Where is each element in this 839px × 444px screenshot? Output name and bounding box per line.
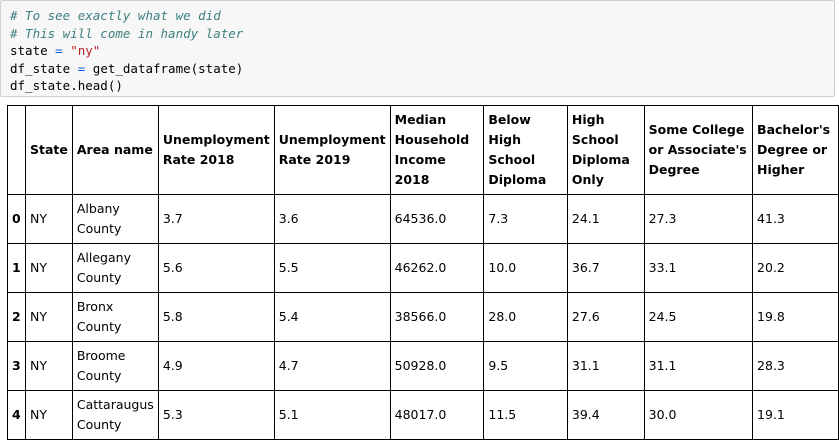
cell-high-school-only: 36.7 [566,243,645,293]
code-comment: # This will come in handy later [10,25,244,41]
cell-median-income: 46262.0 [389,243,485,293]
table-row: 3 NY Broome County 4.9 4.7 50928.0 9.5 3… [7,341,839,391]
column-header-some-college: Some College or Associate's Degree [643,105,754,195]
cell-area-name: Cattaraugus County [71,390,159,440]
cell-area-name: Albany County [71,194,159,244]
cell-high-school-only: 39.4 [566,390,645,440]
cell-high-school-only: 24.1 [566,194,645,244]
cell-area-name: Broome County [71,341,159,391]
table-row: 2 NY Bronx County 5.8 5.4 38566.0 28.0 2… [7,292,839,342]
code-line-state-assign: state = "ny" [10,42,834,60]
cell-unemployment-2018: 5.8 [157,292,275,342]
row-index: 1 [7,243,26,293]
cell-unemployment-2019: 4.7 [273,341,391,391]
table-row: 4 NY Cattaraugus County 5.3 5.1 48017.0 … [7,390,839,440]
cell-high-school-only: 27.6 [566,292,645,342]
code-operator: = [70,60,93,76]
cell-high-school-only: 31.1 [566,341,645,391]
table-row: 0 NY Albany County 3.7 3.6 64536.0 7.3 2… [7,194,839,244]
cell-bachelors: 41.3 [752,194,839,244]
code-call: get_dataframe(state) [92,60,244,76]
cell-unemployment-2019: 3.6 [273,194,391,244]
column-header-median-income: Median Household Income 2018 [389,105,485,195]
cell-median-income: 50928.0 [389,341,485,391]
cell-some-college: 31.1 [643,341,754,391]
cell-state: NY [24,243,73,293]
column-header-high-school-only: High School Diploma Only [566,105,645,195]
column-header-unemployment-2018: Unemployment Rate 2018 [157,105,275,195]
cell-state: NY [24,194,73,244]
row-index: 4 [7,390,26,440]
code-cell[interactable]: # To see exactly what we did # This will… [0,0,835,97]
row-index: 2 [7,292,26,342]
cell-some-college: 30.0 [643,390,754,440]
column-header-bachelors: Bachelor's Degree or Higher [752,105,839,195]
code-comment: # To see exactly what we did [10,8,221,23]
cell-unemployment-2019: 5.5 [273,243,391,293]
cell-below-high-school: 10.0 [483,243,568,293]
cell-unemployment-2018: 5.3 [157,390,275,440]
code-operator: = [47,43,71,58]
header-row: State Area name Unemployment Rate 2018 U… [7,105,839,195]
cell-below-high-school: 7.3 [483,194,568,244]
cell-state: NY [24,292,73,342]
code-line-comment-1: # To see exactly what we did [10,7,834,25]
dataframe-table: State Area name Unemployment Rate 2018 U… [7,105,839,440]
cell-unemployment-2019: 5.4 [273,292,391,342]
cell-some-college: 33.1 [643,243,754,293]
cell-some-college: 24.5 [643,292,754,342]
code-line-head: df_state.head() [10,77,834,95]
cell-below-high-school: 9.5 [483,341,568,391]
cell-bachelors: 19.1 [752,390,839,440]
cell-area-name: Bronx County [71,292,159,342]
row-index: 0 [7,194,26,244]
cell-some-college: 27.3 [643,194,754,244]
column-header-state: State [24,105,73,195]
cell-unemployment-2018: 3.7 [157,194,275,244]
column-header-unemployment-2019: Unemployment Rate 2019 [273,105,391,195]
code-variable: df_state [10,60,71,76]
cell-area-name: Allegany County [71,243,159,293]
cell-below-high-school: 11.5 [483,390,568,440]
code-line-comment-2: # This will come in handy later [10,25,834,43]
cell-bachelors: 28.3 [752,341,839,391]
cell-bachelors: 19.8 [752,292,839,342]
code-call: df_state.head() [10,78,123,93]
cell-unemployment-2019: 5.1 [273,390,391,440]
code-string: "ny" [70,43,101,58]
output-area: State Area name Unemployment Rate 2018 U… [0,100,839,444]
column-header-below-high-school: Below High School Diploma [483,105,568,195]
cell-unemployment-2018: 4.9 [157,341,275,391]
table-row: 1 NY Allegany County 5.6 5.5 46262.0 10.… [7,243,839,293]
column-header-area-name: Area name [71,105,159,195]
cell-state: NY [24,390,73,440]
cell-median-income: 48017.0 [389,390,485,440]
cell-median-income: 64536.0 [389,194,485,244]
cell-below-high-school: 28.0 [483,292,568,342]
column-header-index [7,105,26,195]
cell-state: NY [24,341,73,391]
cell-unemployment-2018: 5.6 [157,243,275,293]
code-variable: state [10,43,48,58]
code-line-df-assign: df_state = get_dataframe(state) [10,60,834,78]
cell-median-income: 38566.0 [389,292,485,342]
cell-bachelors: 20.2 [752,243,839,293]
row-index: 3 [7,341,26,391]
